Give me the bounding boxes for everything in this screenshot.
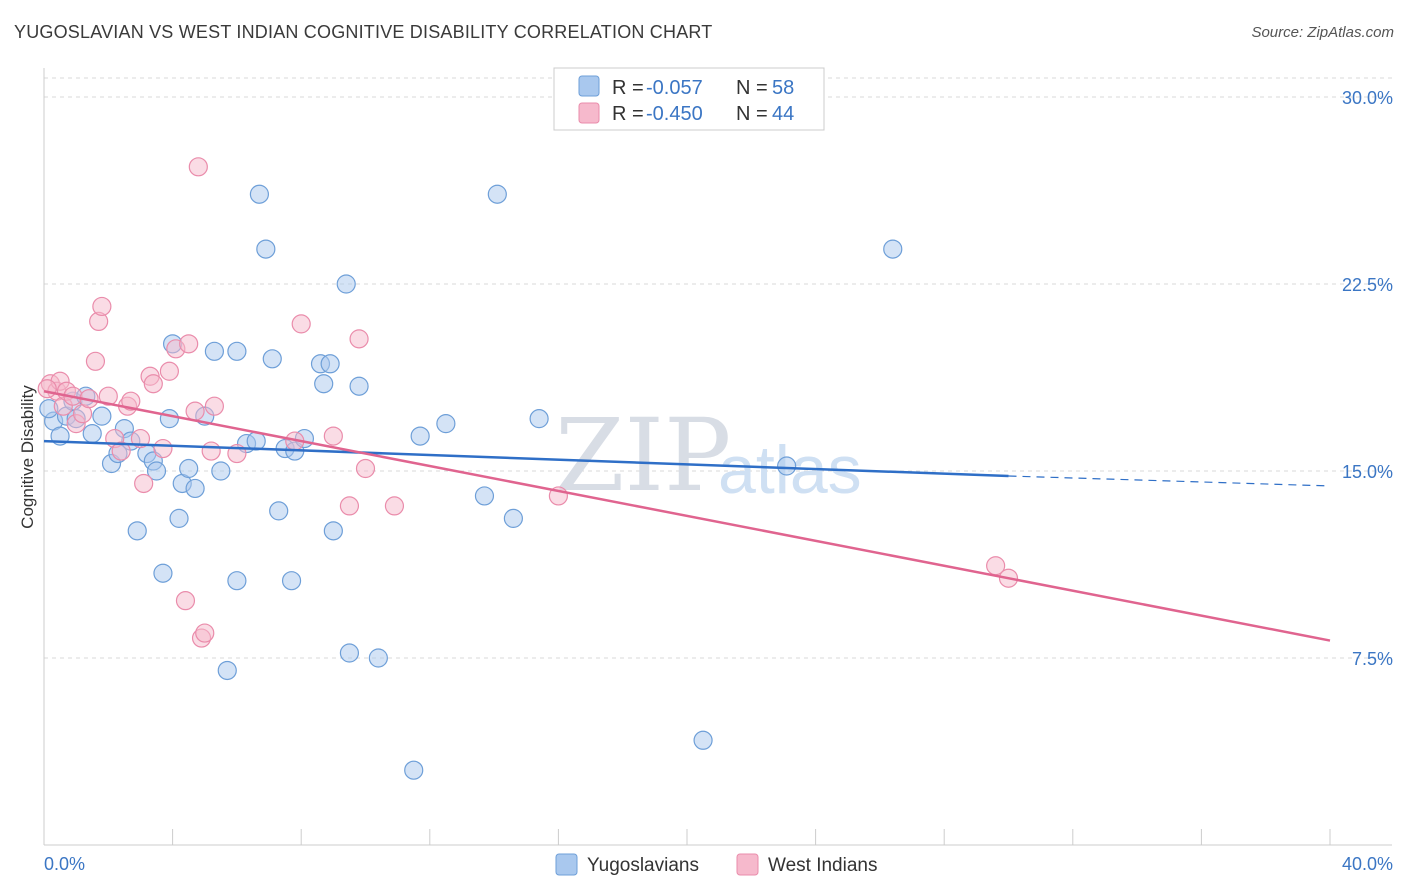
- legend: R = -0.057 N = 58 R = -0.450 N = 44: [553, 67, 825, 131]
- yugoslavian-point-27: [227, 341, 247, 361]
- y-tick-labels: 7.5% 15.0% 22.5% 30.0%: [1342, 88, 1393, 669]
- y-tick-label-1: 15.0%: [1342, 462, 1393, 482]
- west-indian-point-34: [291, 314, 311, 334]
- west-indian-point-14: [111, 441, 131, 461]
- west-indian-point-37: [349, 329, 369, 349]
- west-indian-point-38: [355, 458, 376, 479]
- chart-title: YUGOSLAVIAN VS WEST INDIAN COGNITIVE DIS…: [14, 22, 713, 42]
- trend-line-yugoslavians-extension: [1008, 475, 1331, 487]
- yugoslavian-point-16: [153, 563, 173, 583]
- west-indian-point-29: [195, 623, 215, 643]
- legend-swatch-yugoslavians: [578, 75, 600, 97]
- yugoslavian-point-12: [127, 521, 147, 541]
- west-indian-point-21: [153, 438, 173, 459]
- yugoslavian-point-54: [693, 730, 713, 750]
- legend-n-value-1: 58: [772, 77, 794, 99]
- trend-line-west-indians: [43, 389, 1331, 642]
- yugoslavian-point-55: [777, 456, 797, 476]
- bottom-legend-swatch-west-indians: [736, 853, 759, 876]
- yugoslavian-point-28: [227, 571, 247, 591]
- yugoslavian-point-21: [179, 458, 199, 479]
- x-tick-marks: [43, 829, 1331, 845]
- west-indian-point-30: [201, 441, 221, 461]
- legend-r-value-2: -0.450: [646, 103, 703, 125]
- west-indian-point-17: [130, 428, 151, 449]
- west-indian-point-9: [85, 351, 106, 371]
- west-indian-point-16: [121, 391, 141, 411]
- west-indian-point-24: [175, 591, 196, 611]
- bottom-legend: Yugoslavians West Indians: [555, 853, 877, 876]
- west-indian-point-12: [98, 386, 118, 406]
- y-tick-label-3: 30.0%: [1342, 88, 1393, 108]
- yugoslavian-point-7: [92, 406, 112, 426]
- yugoslavian-point-32: [256, 239, 276, 259]
- yugoslavian-point-15: [146, 461, 167, 481]
- yugoslavian-point-6: [82, 424, 102, 444]
- axes: [43, 68, 1392, 846]
- y-tick-label-2: 22.5%: [1342, 275, 1393, 295]
- yugoslavian-point-36: [281, 571, 302, 591]
- west-indian-point-31: [204, 396, 224, 416]
- y-axis-label: Cognitive Disability: [18, 385, 37, 529]
- west-indian-point-26: [185, 401, 205, 421]
- yugoslavian-point-47: [404, 760, 424, 780]
- bottom-legend-swatch-yugoslavians: [555, 853, 578, 876]
- yugoslavian-point-33: [262, 349, 282, 369]
- west-indian-point-18: [134, 473, 154, 494]
- series-west-indians-points: [37, 157, 1019, 648]
- yugoslavian-point-40: [314, 374, 334, 394]
- yugoslavian-point-22: [185, 478, 205, 499]
- trend-line-yugoslavians: [43, 439, 1009, 478]
- bottom-legend-label-west-indians: West Indians: [768, 855, 877, 876]
- yugoslavian-point-44: [339, 643, 360, 663]
- yugoslavian-point-41: [320, 354, 340, 374]
- yugoslavian-point-45: [349, 376, 369, 396]
- yugoslavian-point-17: [159, 409, 179, 429]
- yugoslavian-point-53: [529, 409, 549, 429]
- legend-r-label-2: R =: [612, 103, 644, 125]
- yugoslavian-point-42: [323, 521, 343, 541]
- yugoslavian-point-46: [368, 648, 388, 668]
- legend-swatch-west-indians: [578, 102, 600, 124]
- yugoslavian-point-49: [436, 414, 456, 434]
- west-indian-point-35: [323, 426, 343, 446]
- grid-lines: [44, 77, 1392, 659]
- west-indian-point-43: [37, 379, 57, 399]
- west-indian-point-20: [143, 374, 163, 394]
- west-indian-point-25: [179, 334, 199, 354]
- yugoslavian-point-24: [204, 341, 224, 361]
- west-indian-point-11: [92, 296, 112, 317]
- west-indian-point-39: [384, 496, 405, 516]
- y-tick-label-0: 7.5%: [1352, 649, 1393, 669]
- yugoslavian-point-48: [410, 426, 430, 446]
- yugoslavian-point-19: [169, 508, 189, 528]
- legend-n-label-2: N =: [736, 103, 768, 125]
- yugoslavian-point-25: [211, 461, 231, 481]
- legend-n-label-1: N =: [736, 77, 768, 99]
- yugoslavian-point-50: [474, 486, 495, 506]
- yugoslavian-point-26: [217, 660, 237, 681]
- yugoslavian-point-56: [883, 239, 903, 259]
- legend-r-label-1: R =: [612, 77, 644, 99]
- legend-n-value-2: 44: [772, 103, 794, 125]
- west-indian-point-36: [339, 496, 360, 516]
- west-indian-point-22: [159, 361, 179, 381]
- yugoslavian-point-43: [336, 274, 356, 294]
- yugoslavian-point-31: [249, 184, 270, 204]
- yugoslavian-point-51: [487, 184, 507, 204]
- watermark-zip: ZIP: [555, 397, 731, 514]
- bottom-legend-label-yugoslavians: Yugoslavians: [587, 855, 699, 876]
- x-tick-label-max: 40.0%: [1342, 854, 1393, 874]
- trend-lines: [43, 389, 1331, 642]
- x-tick-label-min: 0.0%: [44, 854, 85, 874]
- watermark: ZIP atlas: [555, 397, 862, 514]
- west-indian-point-27: [188, 157, 208, 177]
- legend-r-value-1: -0.057: [646, 77, 703, 99]
- yugoslavian-point-52: [503, 508, 523, 528]
- source-label: Source: ZipAtlas.com: [1251, 24, 1394, 41]
- yugoslavian-point-34: [269, 501, 289, 521]
